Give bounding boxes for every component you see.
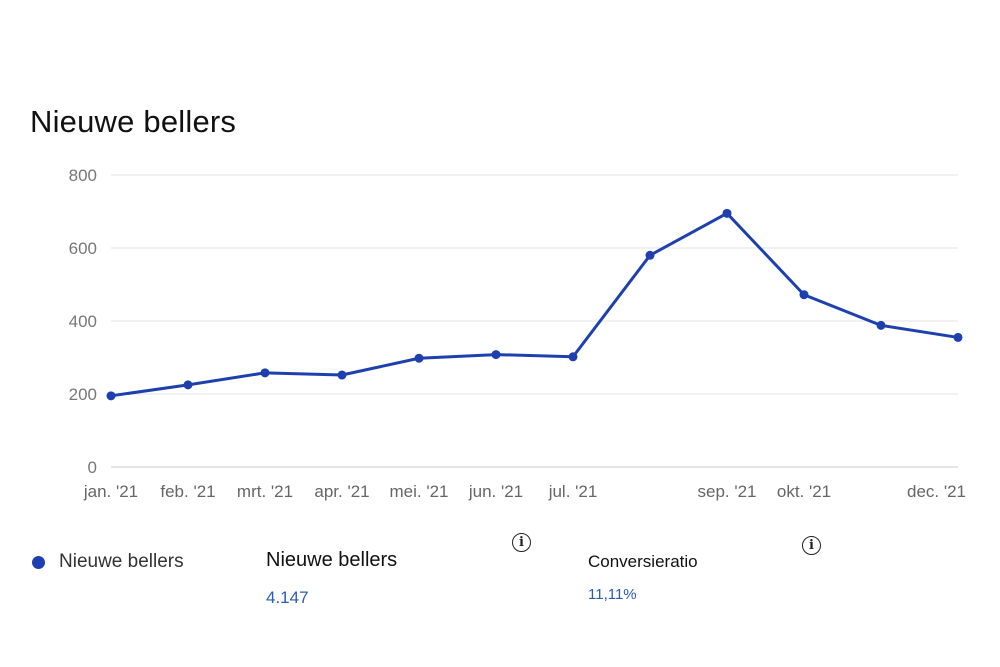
data-point	[876, 320, 886, 330]
stat-nieuwe-bellers: Nieuwe bellers 4.147	[266, 549, 397, 608]
x-tick-label: dec. '21	[907, 482, 966, 501]
grid-lines	[111, 174, 958, 468]
data-point	[645, 250, 655, 260]
y-tick-label: 200	[69, 385, 97, 404]
data-point	[337, 370, 347, 380]
data-point	[799, 290, 809, 300]
x-tick-label: jan. '21	[83, 482, 138, 501]
x-axis-ticks: jan. '21 feb. '21 mrt. '21 apr. '21 mei. '21…	[83, 482, 966, 501]
data-point	[183, 380, 193, 390]
data-point	[722, 208, 732, 218]
stat-label: Nieuwe bellers	[266, 549, 398, 571]
data-point	[953, 332, 963, 342]
data-point	[260, 368, 270, 378]
stat-conversieratio: Conversieratio 11,11%	[588, 552, 698, 603]
x-tick-label: jun. '21	[468, 482, 523, 501]
legend-label: Nieuwe bellers	[59, 551, 184, 572]
x-tick-label: apr. '21	[314, 482, 369, 501]
y-tick-label: 400	[69, 312, 97, 331]
y-tick-label: 800	[69, 166, 97, 185]
chart-title: Nieuwe bellers	[30, 104, 237, 139]
x-tick-label: sep. '21	[697, 482, 756, 501]
x-tick-label: mei. '21	[390, 482, 449, 501]
chart-legend[interactable]: Nieuwe bellers	[32, 551, 184, 573]
stat-label: Conversieratio	[588, 552, 698, 571]
info-icon[interactable]: i	[512, 533, 531, 552]
info-icon[interactable]: i	[802, 536, 821, 555]
x-tick-label: feb. '21	[160, 482, 215, 501]
data-point	[414, 353, 424, 363]
series-nieuwe-bellers	[106, 208, 963, 401]
y-tick-label: 0	[88, 458, 97, 477]
stat-value: 11,11%	[588, 586, 637, 603]
y-tick-label: 600	[69, 239, 97, 258]
legend-marker	[32, 555, 45, 569]
data-point	[568, 352, 578, 362]
x-tick-label: okt. '21	[777, 482, 831, 501]
data-point	[106, 391, 116, 401]
stat-value: 4.147	[266, 588, 309, 607]
y-axis-ticks: 0 200 400 600 800	[69, 166, 97, 477]
x-tick-label: mrt. '21	[237, 482, 293, 501]
series-line	[109, 211, 960, 398]
data-point	[491, 350, 501, 360]
x-tick-label: jul. '21	[548, 482, 598, 501]
